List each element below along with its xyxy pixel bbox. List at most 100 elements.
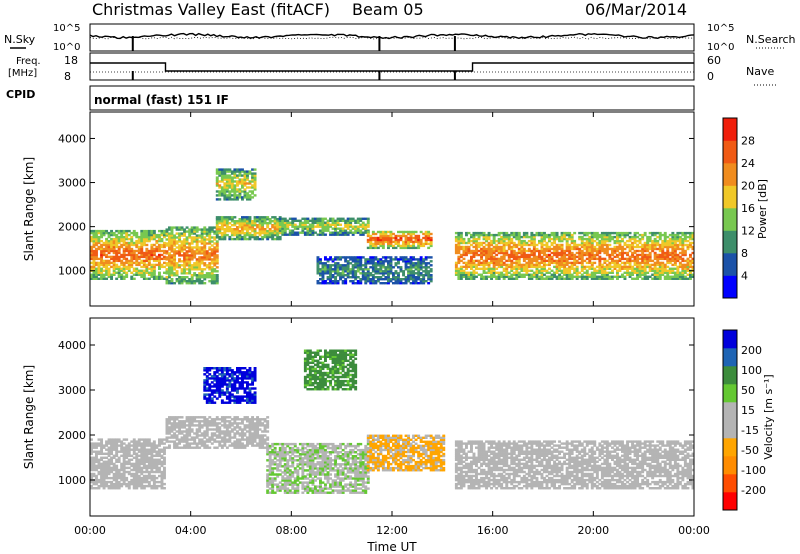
velocity-cell	[117, 487, 121, 490]
power-cell	[387, 274, 390, 277]
velocity-cell	[145, 442, 149, 445]
power-cell	[560, 253, 564, 257]
power-cell	[276, 231, 280, 235]
power-cell	[266, 237, 270, 241]
power-cell	[626, 233, 630, 237]
power-cell	[251, 220, 255, 223]
velocity-cell	[155, 480, 159, 484]
velocity-cell	[102, 478, 106, 482]
power-cell	[230, 190, 234, 193]
velocity-cell	[208, 428, 212, 431]
power-cell	[472, 269, 476, 272]
power-cell	[553, 241, 557, 245]
power-cell	[230, 233, 234, 237]
power-cell	[248, 198, 252, 201]
power-cell	[689, 275, 692, 278]
power-cell	[238, 172, 242, 175]
power-cell	[407, 262, 411, 265]
power-cell	[248, 220, 252, 223]
power-cell	[311, 231, 315, 234]
power-cell	[583, 233, 587, 237]
power-cell	[208, 228, 212, 231]
power-cell	[97, 263, 101, 267]
power-cell	[575, 265, 579, 269]
power-cell	[618, 241, 622, 245]
power-cell	[666, 247, 670, 251]
velocity-cell	[218, 428, 222, 431]
power-cell	[397, 276, 400, 279]
power-cell	[641, 245, 645, 249]
power-cell	[379, 278, 383, 281]
power-cell	[515, 233, 519, 237]
power-cell	[218, 168, 222, 171]
power-cell	[346, 260, 350, 263]
velocity-cell	[205, 426, 209, 429]
power-cell	[427, 242, 431, 246]
velocity-cell	[203, 420, 207, 423]
power-cell	[563, 253, 567, 257]
velocity-cell	[92, 464, 96, 468]
power-cell	[457, 237, 461, 241]
power-cell	[188, 268, 192, 271]
power-cell	[253, 216, 257, 219]
power-cell	[575, 259, 579, 263]
power-cell	[482, 267, 486, 270]
power-cell	[658, 271, 662, 274]
power-cell	[135, 245, 139, 249]
power-cell	[180, 228, 184, 231]
power-cell	[658, 263, 662, 267]
power-cell	[225, 182, 229, 185]
power-cell	[626, 239, 630, 243]
power-cell	[588, 241, 592, 245]
power-cell	[394, 262, 398, 265]
power-cell	[689, 253, 692, 257]
velocity-cell	[168, 430, 171, 433]
station-title: Christmas Valley East (fitACF)	[92, 0, 330, 19]
power-cell	[472, 261, 476, 265]
power-cell	[608, 277, 612, 280]
power-cell	[241, 170, 244, 173]
power-cell	[525, 243, 529, 247]
power-cell	[341, 264, 345, 267]
power-cell	[384, 236, 388, 240]
power-cell	[142, 277, 146, 280]
power-cell	[266, 233, 270, 237]
velocity-cell	[142, 440, 146, 443]
power-cell	[671, 251, 675, 255]
power-cell	[487, 257, 491, 261]
power-cell	[477, 231, 481, 235]
power-cell	[324, 233, 327, 236]
power-cell	[548, 249, 551, 253]
power-cell	[253, 228, 257, 231]
power-cell	[417, 242, 421, 246]
power-cell	[636, 271, 640, 274]
velocity-cell	[122, 464, 126, 468]
power-cell	[319, 225, 322, 228]
power-cell	[505, 263, 509, 267]
power-cell	[246, 182, 249, 185]
velocity-cell	[127, 448, 131, 451]
power-cell	[225, 218, 229, 221]
power-cell	[263, 235, 267, 239]
power-cell	[490, 253, 494, 257]
power-cell	[266, 226, 270, 229]
power-cell	[246, 229, 249, 233]
velocity-cell	[185, 430, 189, 433]
power-cell	[631, 237, 635, 241]
power-cell	[661, 263, 665, 267]
power-cell	[203, 282, 207, 285]
power-cell	[92, 257, 96, 261]
power-cell	[462, 265, 466, 269]
power-cell	[112, 267, 116, 270]
power-cell	[600, 267, 604, 270]
power-cell	[178, 248, 182, 251]
power-cell	[532, 271, 536, 274]
power-cell	[210, 280, 214, 283]
power-cell	[467, 251, 471, 255]
velocity-cell	[210, 436, 214, 439]
power-cell	[349, 229, 353, 232]
power-cell	[505, 235, 509, 239]
power-cell	[470, 233, 473, 237]
power-cell	[185, 268, 189, 271]
power-cell	[661, 267, 665, 270]
